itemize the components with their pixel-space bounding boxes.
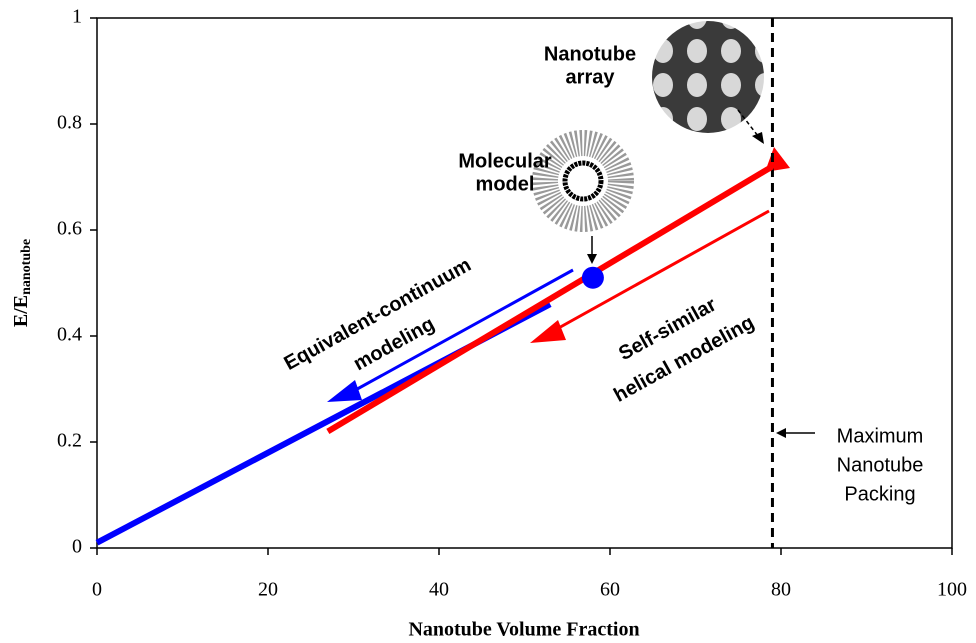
y-tick-label: 0.2: [57, 430, 82, 452]
y-tick-label: 1: [72, 6, 82, 28]
y-tick-label: 0.6: [57, 218, 82, 240]
annotation-text: Molecular: [458, 150, 552, 172]
annotation-text: Nanotube: [544, 43, 636, 65]
annotation-packing: Maximum Nanotube Packing: [837, 425, 924, 505]
x-tick-label: 0: [92, 579, 102, 601]
x-axis-label: Nanotube Volume Fraction: [408, 619, 639, 641]
x-tick-label: 60: [600, 579, 620, 601]
molecular-model-image: [545, 143, 621, 219]
y-tick-label: 0.4: [57, 324, 82, 346]
y-axis-label: E/Enanotube: [10, 239, 35, 327]
x-tick-label: 80: [771, 579, 791, 601]
annotation-text: array: [566, 66, 616, 88]
x-tick-label: 100: [937, 579, 967, 601]
y-label-sub: nanotube: [19, 239, 34, 295]
plot-frame: [97, 18, 952, 548]
annotation-text: Nanotube: [837, 454, 924, 476]
y-tick-label: 0: [72, 536, 82, 558]
annotation-text: model: [476, 173, 535, 195]
x-tick-label: 20: [258, 579, 278, 601]
x-tick-label: 40: [429, 579, 449, 601]
y-tick-label: 0.8: [57, 112, 82, 134]
data-point: [582, 267, 604, 289]
annotation-text: Maximum: [837, 425, 924, 447]
nanotube-array-image: [652, 21, 764, 133]
chart: E/Enanotube Nanotube Volume Fraction 0 20…: [0, 0, 976, 643]
y-label-main: E/E: [10, 295, 32, 327]
annotation-text: Packing: [844, 483, 915, 505]
